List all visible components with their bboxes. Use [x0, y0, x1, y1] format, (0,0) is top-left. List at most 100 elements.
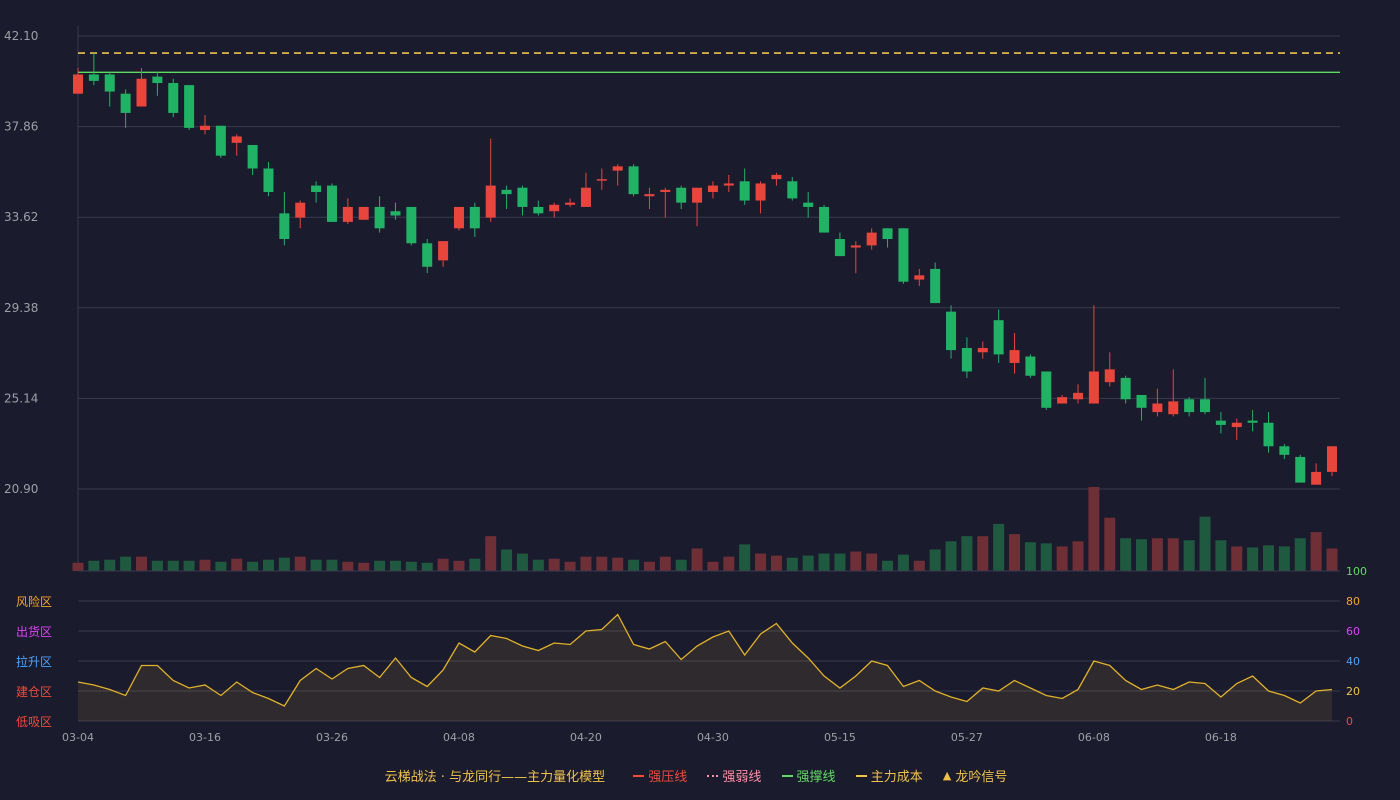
- volume-bar: [310, 559, 322, 571]
- candle: [342, 198, 353, 225]
- legend-label: 强弱线: [722, 770, 762, 785]
- candle: [1136, 394, 1147, 421]
- candle: [358, 206, 369, 220]
- candle-body: [406, 206, 417, 244]
- candle-body: [739, 181, 750, 201]
- candle-body: [1104, 369, 1115, 383]
- candle-body: [311, 185, 322, 192]
- volume-bar: [1310, 532, 1322, 571]
- legend-item-signal[interactable]: ▲ 龙吟信号: [943, 766, 1007, 785]
- volume-bar: [707, 561, 719, 571]
- volume-bar: [120, 556, 132, 571]
- volume-bar: [1183, 540, 1195, 571]
- reference-lines: [78, 52, 1340, 74]
- x-tick-label: 06-18: [1205, 731, 1237, 744]
- price-y-axis: 42.10 37.86 33.62 29.38 25.14 20.90: [4, 29, 38, 496]
- indicator-tick-label: 40: [1346, 655, 1360, 668]
- legend-item-support[interactable]: 强撑线: [781, 766, 836, 785]
- candle: [739, 168, 750, 205]
- candle-body: [104, 74, 115, 92]
- candle: [1311, 463, 1322, 485]
- candle: [660, 187, 671, 218]
- candle-body: [819, 206, 830, 233]
- candle: [485, 138, 496, 222]
- indicator-grid: [78, 570, 1340, 722]
- volume-bar: [485, 536, 497, 571]
- legend-item-strength[interactable]: 强弱线: [707, 766, 761, 785]
- indicator-tick-label: 100: [1346, 565, 1367, 578]
- legend-item-resistance[interactable]: 强压线: [633, 766, 687, 785]
- candle-body: [136, 78, 147, 107]
- candle: [311, 181, 322, 203]
- volume-bar: [183, 560, 195, 571]
- zone-label: 拉升区: [16, 654, 52, 669]
- y-tick-label: 33.62: [4, 210, 38, 224]
- volume-bar: [866, 553, 878, 571]
- candle-body: [1311, 471, 1322, 485]
- volume-bar: [977, 536, 989, 571]
- volume-bar: [675, 559, 687, 571]
- legend-label: 强压线: [648, 770, 688, 785]
- candle: [1295, 454, 1306, 483]
- legend-label: 龙吟信号: [955, 770, 1008, 785]
- volume-bar: [802, 555, 814, 571]
- candle-body: [533, 206, 544, 214]
- candle-body: [866, 232, 877, 246]
- volume-bar: [755, 553, 767, 571]
- volume-bar: [564, 561, 576, 571]
- candle-body: [993, 320, 1004, 355]
- candle-body: [1231, 422, 1242, 428]
- candle-body: [199, 125, 210, 131]
- candle: [1184, 397, 1195, 417]
- volume-bar: [1009, 534, 1021, 571]
- candle-body: [1168, 401, 1179, 415]
- y-tick-label: 42.10: [4, 29, 38, 43]
- candle: [1104, 352, 1115, 387]
- volume-bar: [469, 558, 481, 571]
- candle-body: [580, 187, 591, 207]
- candle-body: [882, 228, 893, 239]
- candle: [1247, 409, 1258, 432]
- candle: [644, 187, 655, 210]
- volume-bar: [818, 553, 830, 571]
- candle: [1073, 384, 1084, 404]
- candle-body: [438, 241, 449, 261]
- candle-body: [676, 187, 687, 203]
- candle-body: [692, 187, 703, 203]
- candle: [993, 309, 1004, 363]
- legend-dashed-line-icon: [855, 774, 867, 777]
- candle-body: [1184, 399, 1195, 413]
- candle-body: [1327, 446, 1337, 472]
- volume-bar: [516, 553, 528, 571]
- legend-item-main-cost[interactable]: 主力成本: [855, 766, 923, 785]
- candle: [295, 200, 306, 229]
- candle: [104, 72, 115, 107]
- y-tick-label: 25.14: [4, 391, 38, 405]
- candle-body: [422, 243, 433, 267]
- candle-body: [1120, 377, 1131, 400]
- candle-body: [628, 166, 639, 195]
- candle-body: [88, 74, 99, 81]
- volume-bar: [1024, 542, 1036, 571]
- candle-body: [1025, 356, 1036, 376]
- volume-bar: [961, 536, 973, 571]
- x-tick-label: 05-15: [824, 731, 856, 744]
- volume-bar: [612, 557, 624, 571]
- candle-body: [930, 268, 941, 304]
- candle-body: [1073, 392, 1084, 400]
- candle: [834, 232, 845, 257]
- candle: [152, 72, 163, 96]
- x-axis: 03-04 03-16 03-26 04-08 04-20 04-30 05-15 05-27…: [62, 731, 1237, 744]
- volume-bar: [1072, 541, 1084, 571]
- candle: [676, 185, 687, 210]
- y-tick-label: 37.86: [4, 120, 38, 134]
- candle: [961, 337, 972, 378]
- volume-bar: [532, 559, 544, 571]
- candle-body: [549, 204, 560, 212]
- x-tick-label: 06-08: [1078, 731, 1110, 744]
- candle: [596, 168, 607, 190]
- triangle-icon: ▲: [942, 769, 952, 782]
- volume-bar: [643, 561, 655, 571]
- candle-body: [168, 83, 179, 113]
- legend-label: 主力成本: [870, 770, 923, 785]
